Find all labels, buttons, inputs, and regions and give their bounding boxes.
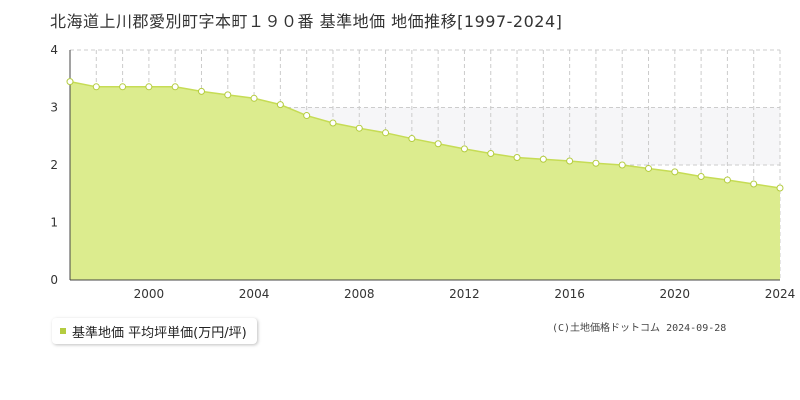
- data-point: [171, 83, 179, 91]
- data-point: [303, 112, 311, 120]
- y-tick-label: 3: [50, 101, 58, 115]
- y-tick-labels: 0 1 2 3 4: [50, 43, 58, 287]
- data-point: [723, 176, 731, 184]
- data-point: [408, 135, 416, 143]
- y-tick-label: 0: [50, 273, 58, 287]
- data-point: [92, 83, 100, 91]
- legend-label: 基準地価 平均坪単価(万円/坪): [72, 325, 247, 341]
- data-point: [119, 83, 127, 91]
- series-line: [69, 80, 781, 189]
- data-point: [329, 119, 337, 127]
- data-point: [434, 140, 442, 148]
- y-tick-label: 1: [50, 216, 58, 230]
- data-point: [671, 168, 679, 176]
- series-area: [69, 80, 781, 280]
- data-point: [750, 180, 758, 188]
- data-point: [276, 101, 284, 109]
- x-tick-label: 2024: [765, 287, 796, 301]
- x-tick-label: 2004: [239, 287, 270, 301]
- data-point: [250, 94, 258, 102]
- legend-marker: [60, 328, 66, 334]
- copyright-credit: (C)土地価格ドットコム 2024-09-28: [552, 323, 727, 334]
- axes: [69, 50, 780, 281]
- legend: 基準地価 平均坪単価(万円/坪): [52, 318, 257, 344]
- data-point: [355, 124, 363, 132]
- data-point: [513, 154, 521, 162]
- data-point: [592, 159, 600, 167]
- data-point: [66, 78, 74, 86]
- data-point: [145, 83, 153, 91]
- x-tick-labels: 2000 2004 2008 2012 2016 2020 2024: [134, 287, 796, 301]
- series-area-fill: [70, 81, 780, 280]
- x-tick-label: 2008: [344, 287, 375, 301]
- data-point: [539, 155, 547, 163]
- data-point: [382, 129, 390, 137]
- x-tick-label: 2020: [660, 287, 691, 301]
- data-point: [460, 145, 468, 153]
- y-tick-label: 2: [50, 158, 58, 172]
- x-tick-label: 2000: [134, 287, 165, 301]
- data-point: [697, 173, 705, 180]
- data-point: [197, 87, 205, 95]
- y-tick-label: 4: [50, 43, 58, 57]
- series-markers: [66, 78, 784, 192]
- x-tick-label: 2012: [449, 287, 480, 301]
- x-tick-label: 2016: [554, 287, 585, 301]
- data-point: [618, 161, 626, 169]
- data-point: [645, 164, 653, 172]
- data-point: [566, 157, 574, 165]
- chart-title: 北海道上川郡愛別町字本町１９０番 基準地価 地価推移[1997-2024]: [50, 12, 563, 31]
- data-point: [224, 91, 232, 99]
- data-point: [776, 184, 784, 192]
- data-point: [487, 150, 495, 157]
